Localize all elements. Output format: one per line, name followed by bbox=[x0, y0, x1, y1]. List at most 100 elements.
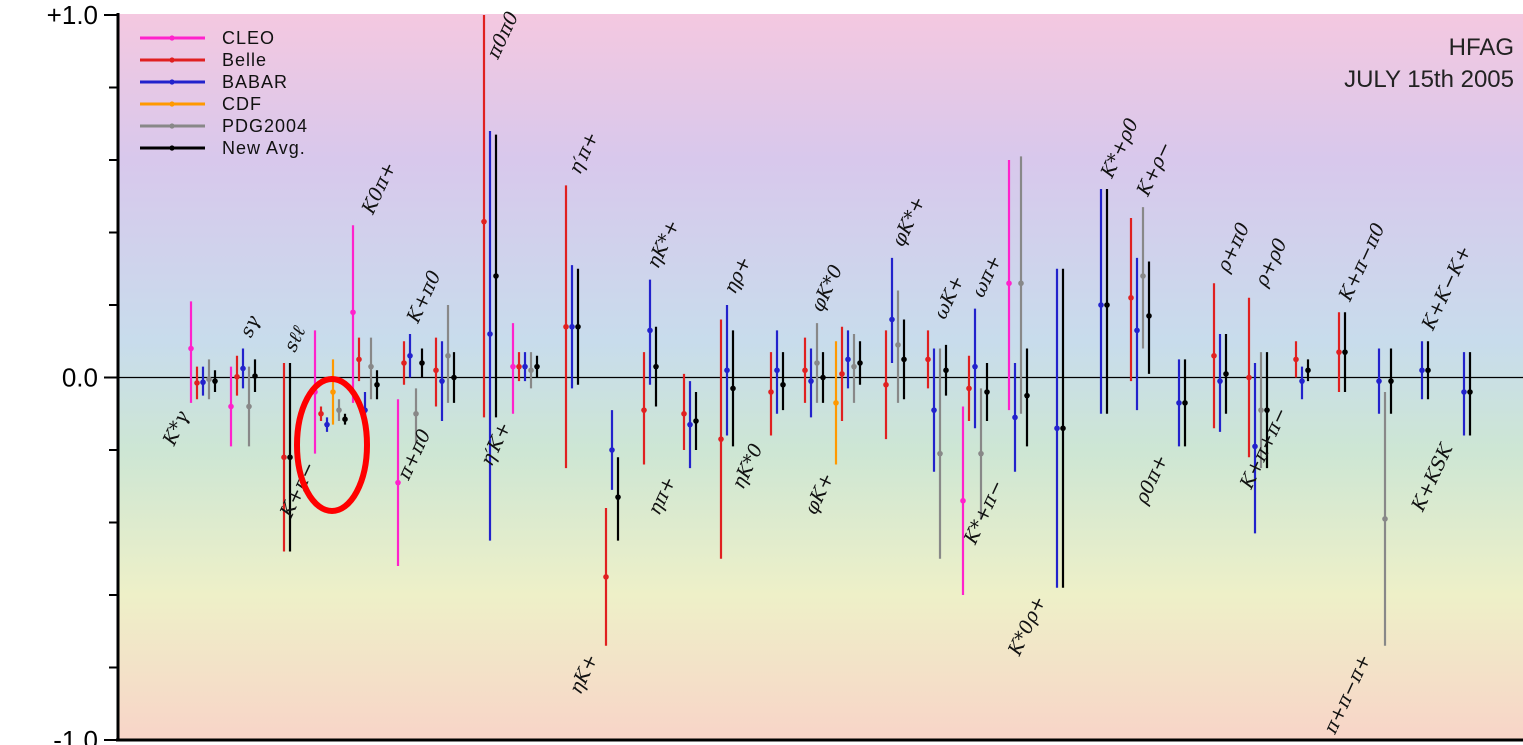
data-point-cleo bbox=[228, 403, 234, 410]
data-point-new-avg- bbox=[342, 416, 348, 422]
data-point-babar bbox=[845, 356, 851, 363]
data-point-new-avg- bbox=[943, 367, 949, 374]
data-point-babar bbox=[522, 363, 528, 370]
data-point-babar bbox=[1299, 378, 1305, 384]
data-point-new-avg- bbox=[374, 381, 380, 388]
legend-entry-label: PDG2004 bbox=[222, 116, 308, 136]
data-point-new-avg- bbox=[1425, 367, 1431, 374]
data-point-babar bbox=[724, 367, 730, 374]
data-point-pdg2004 bbox=[1140, 273, 1146, 279]
data-point-new-avg- bbox=[1342, 349, 1348, 355]
data-point-belle bbox=[1211, 352, 1217, 359]
data-point-babar bbox=[808, 378, 814, 384]
data-point-belle bbox=[925, 356, 931, 363]
data-point-belle bbox=[318, 410, 324, 417]
data-point-babar bbox=[1098, 302, 1104, 308]
data-point-belle bbox=[883, 381, 889, 388]
legend-entry-label: CDF bbox=[222, 94, 262, 114]
data-point-cleo bbox=[1006, 280, 1012, 287]
data-point-babar bbox=[774, 367, 780, 374]
data-point-pdg2004 bbox=[246, 403, 252, 410]
data-point-pdg2004 bbox=[978, 450, 984, 457]
legend-marker bbox=[169, 101, 175, 107]
data-point-new-avg- bbox=[534, 363, 540, 370]
data-point-pdg2004 bbox=[336, 407, 342, 413]
data-point-cleo bbox=[350, 309, 356, 316]
data-point-belle bbox=[839, 371, 845, 377]
banner: HFAG JULY 15th 2005 bbox=[1344, 34, 1514, 93]
data-point-new-avg- bbox=[1060, 425, 1066, 432]
data-point-babar bbox=[1054, 425, 1060, 432]
data-point-new-avg- bbox=[419, 360, 425, 366]
data-point-belle bbox=[966, 385, 972, 392]
data-series bbox=[188, 15, 1473, 646]
data-point-pdg2004 bbox=[1258, 407, 1264, 413]
legend-entry-label: CLEO bbox=[222, 28, 275, 48]
data-point-pdg2004 bbox=[814, 360, 820, 366]
legend-entry-label: BABAR bbox=[222, 72, 288, 92]
data-point-new-avg- bbox=[693, 418, 699, 424]
data-point-belle bbox=[802, 367, 808, 374]
data-point-pdg2004 bbox=[1018, 280, 1024, 287]
legend-marker bbox=[169, 123, 175, 129]
data-point-new-avg- bbox=[780, 381, 786, 388]
data-point-belle bbox=[401, 360, 407, 366]
data-point-pdg2004 bbox=[368, 363, 374, 370]
y-tick-label: 0.0 bbox=[62, 363, 98, 393]
data-point-cleo bbox=[510, 363, 516, 370]
data-point-pdg2004 bbox=[528, 367, 534, 374]
data-point-belle bbox=[433, 367, 439, 374]
legend-entry-label: Belle bbox=[222, 50, 267, 70]
data-point-babar bbox=[647, 327, 653, 334]
data-point-cleo bbox=[960, 497, 966, 504]
data-point-new-avg- bbox=[730, 385, 736, 392]
data-point-belle bbox=[563, 323, 569, 330]
data-point-new-avg- bbox=[1467, 389, 1473, 395]
data-point-babar bbox=[569, 323, 575, 330]
data-point-babar bbox=[1376, 378, 1382, 384]
data-point-belle bbox=[234, 373, 240, 380]
data-point-babar bbox=[1252, 443, 1258, 450]
data-point-new-avg- bbox=[212, 378, 218, 384]
data-point-babar bbox=[407, 352, 413, 359]
data-point-new-avg- bbox=[1305, 367, 1311, 374]
data-point-babar bbox=[1134, 327, 1140, 334]
data-point-babar bbox=[931, 407, 937, 413]
data-point-new-avg- bbox=[1388, 378, 1394, 384]
data-point-pdg2004 bbox=[206, 376, 212, 383]
data-point-belle bbox=[681, 410, 687, 417]
banner-line: JULY 15th 2005 bbox=[1344, 66, 1514, 93]
data-point-cleo bbox=[188, 345, 194, 352]
data-point-new-avg- bbox=[493, 273, 499, 279]
data-point-babar bbox=[200, 379, 206, 386]
legend-marker bbox=[169, 57, 175, 63]
data-point-babar bbox=[439, 378, 445, 384]
data-point-belle bbox=[1246, 374, 1252, 381]
data-point-new-avg- bbox=[451, 374, 457, 381]
data-point-babar bbox=[1012, 414, 1018, 421]
data-point-new-avg- bbox=[1024, 392, 1030, 399]
banner-line: HFAG bbox=[1449, 34, 1514, 61]
data-point-babar bbox=[1461, 389, 1467, 395]
data-point-belle bbox=[1336, 349, 1342, 355]
data-point-belle bbox=[194, 380, 200, 386]
data-point-babar bbox=[324, 421, 330, 428]
data-point-new-avg- bbox=[1182, 400, 1188, 406]
y-tick-label: +1.0 bbox=[47, 0, 98, 30]
data-point-pdg2004 bbox=[937, 450, 943, 457]
highlight-ellipse bbox=[294, 376, 370, 514]
data-point-new-avg- bbox=[252, 373, 258, 379]
data-point-pdg2004 bbox=[413, 410, 419, 417]
data-point-belle bbox=[281, 454, 287, 461]
data-point-new-avg- bbox=[653, 363, 659, 370]
data-point-pdg2004 bbox=[895, 342, 901, 348]
data-point-belle bbox=[1293, 356, 1299, 363]
data-point-pdg2004 bbox=[851, 363, 857, 370]
data-point-babar bbox=[240, 365, 246, 372]
data-point-babar bbox=[1217, 378, 1223, 384]
data-point-cleo bbox=[395, 479, 401, 486]
data-point-new-avg- bbox=[1104, 302, 1110, 308]
data-point-babar bbox=[687, 421, 693, 428]
